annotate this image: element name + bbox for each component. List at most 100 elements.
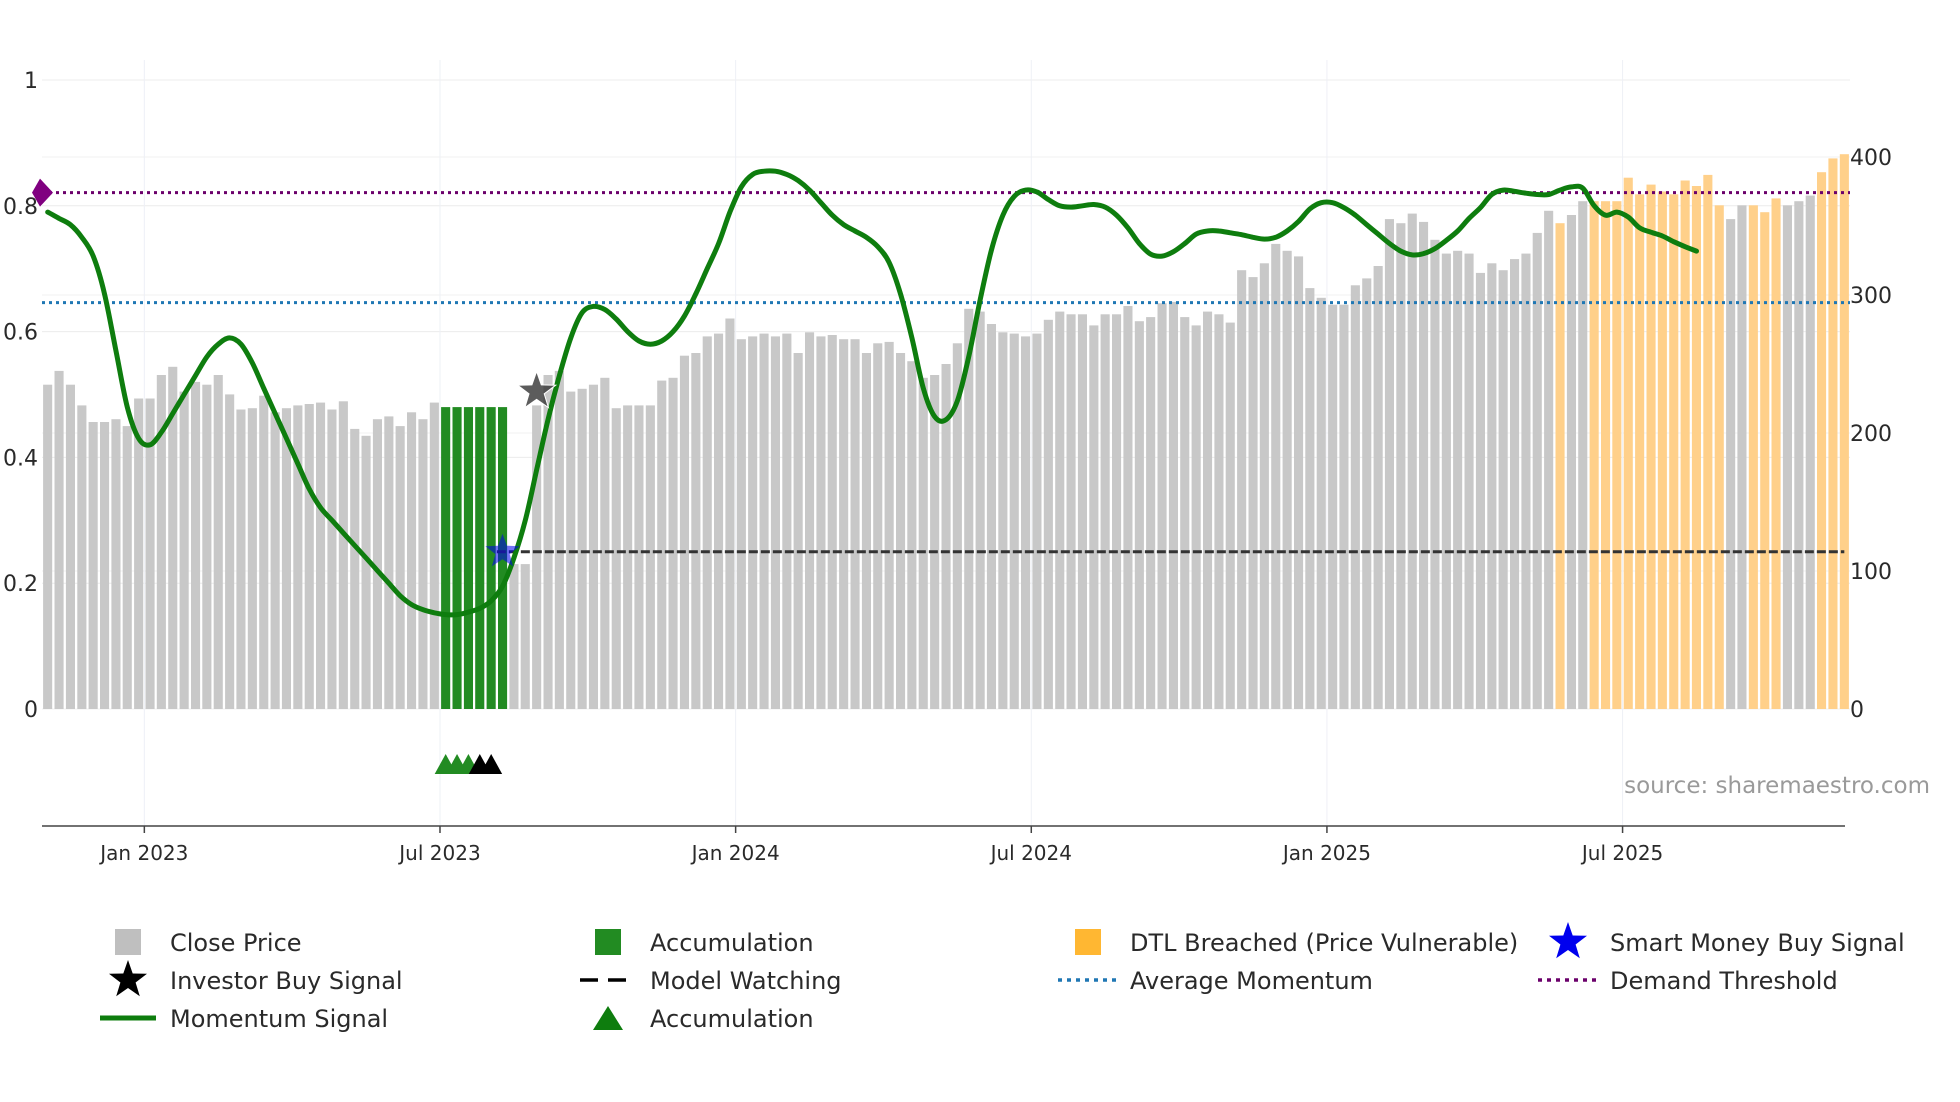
x-axis-tick-label: Jan 2025 — [1281, 841, 1371, 865]
close-price-bar — [998, 332, 1008, 709]
legend-swatch — [1075, 929, 1101, 955]
close-price-bar — [1532, 232, 1542, 709]
close-price-bar — [509, 564, 519, 709]
x-axis-tick-label: Jan 2023 — [98, 841, 188, 865]
close-price-bar — [759, 333, 769, 709]
close-price-bar — [827, 335, 837, 709]
close-price-bar — [986, 324, 996, 709]
legend-label: Accumulation — [650, 1005, 814, 1033]
close-price-bar — [975, 311, 985, 709]
close-price-bar — [1259, 263, 1269, 709]
close-price-bar — [1123, 306, 1133, 709]
signal-lines — [42, 168, 1850, 618]
close-price-bar — [1305, 288, 1315, 709]
close-price-bar — [407, 412, 417, 709]
dtl-breached-bar — [1771, 198, 1781, 709]
dtl-breached-bar — [1555, 223, 1565, 709]
close-price-bar — [543, 375, 553, 709]
close-price-bar — [1009, 333, 1019, 709]
close-price-bar — [532, 405, 542, 709]
close-price-bar — [429, 402, 439, 709]
close-price-bar — [384, 416, 394, 709]
close-price-bar — [600, 377, 610, 709]
close-price-bar — [1487, 263, 1497, 709]
close-price-bar — [1521, 253, 1531, 709]
dtl-breached-bar — [1612, 201, 1622, 709]
dtl-breached-bar — [1657, 191, 1667, 709]
close-price-bar — [1032, 333, 1042, 709]
close-price-bar — [964, 308, 974, 709]
close-price-bar — [850, 339, 860, 709]
close-price-bar — [1089, 325, 1099, 709]
close-price-bar — [702, 336, 712, 709]
legend-label: Momentum Signal — [170, 1005, 388, 1033]
right-axis-tick-label: 200 — [1850, 422, 1892, 447]
close-price-bar — [293, 405, 303, 709]
close-price-bar — [554, 370, 564, 709]
close-price-bar — [1498, 270, 1508, 709]
close-price-bar — [77, 405, 87, 709]
close-price-bar — [952, 343, 962, 709]
legend-label: Model Watching — [650, 967, 842, 995]
close-price-bar — [1168, 301, 1178, 709]
close-price-bar — [1566, 215, 1576, 709]
close-price-bar — [839, 339, 849, 709]
close-price-bar — [805, 332, 815, 709]
close-price-bar — [418, 419, 428, 709]
close-price-bar — [1043, 319, 1053, 709]
close-price-bar — [645, 405, 655, 709]
close-price-bar — [770, 336, 780, 709]
close-price-bar — [1282, 250, 1292, 710]
right-axis-tick-label: 300 — [1850, 284, 1892, 309]
close-price-bar — [1112, 314, 1122, 709]
legend-star — [109, 960, 147, 997]
close-price-bar — [327, 409, 337, 709]
legend-label: Demand Threshold — [1610, 967, 1838, 995]
legend-label: Average Momentum — [1130, 967, 1373, 995]
dtl-breached-bar — [1714, 205, 1724, 710]
legend-star — [1549, 922, 1587, 959]
close-price-bar — [350, 428, 360, 709]
close-price-bar — [168, 366, 178, 709]
dtl-breached-bar — [1839, 154, 1849, 709]
close-price-bar — [657, 380, 667, 709]
close-price-bar — [1203, 311, 1213, 709]
close-price-bar — [1419, 221, 1429, 709]
legend-swatch — [595, 929, 621, 955]
close-price-bar — [634, 405, 644, 709]
close-price-bar — [793, 353, 803, 709]
close-price-bar — [88, 422, 98, 709]
dtl-breached-bar — [1691, 186, 1701, 709]
close-price-bar — [1782, 205, 1792, 710]
dtl-breached-bar — [1817, 172, 1827, 709]
accumulation-bar — [475, 407, 485, 709]
close-price-bar — [1180, 317, 1190, 709]
left-axis-tick-label: 0 — [24, 698, 38, 723]
close-price-bar — [611, 408, 621, 709]
close-price-bar — [1328, 304, 1338, 709]
close-price-bar — [1339, 304, 1349, 709]
close-price-bar — [725, 318, 735, 709]
legend-label: Smart Money Buy Signal — [1610, 929, 1905, 957]
close-price-bar — [122, 426, 132, 709]
accumulation-bar — [441, 407, 451, 709]
close-price-bar — [54, 370, 64, 709]
close-price-bar — [1294, 256, 1304, 709]
close-price-bar — [816, 336, 826, 709]
dtl-breached-bar — [1703, 174, 1713, 709]
left-axis-tick-label: 0.8 — [3, 195, 38, 220]
close-price-bar — [1237, 270, 1247, 709]
legend-label: DTL Breached (Price Vulnerable) — [1130, 929, 1518, 957]
close-price-bar — [225, 394, 235, 709]
dtl-breached-bar — [1669, 194, 1679, 710]
close-price-bar — [873, 343, 883, 709]
close-price-bar — [1077, 314, 1087, 709]
x-axis-tick-label: Jul 2025 — [1580, 841, 1663, 865]
dtl-breached-bar — [1748, 205, 1758, 710]
close-price-bar — [930, 375, 940, 709]
close-price-bar — [236, 409, 246, 709]
legend-triangle — [593, 1006, 623, 1030]
accumulation-bar — [463, 407, 473, 709]
close-price-bar — [179, 391, 189, 709]
close-price-bar — [111, 419, 121, 709]
